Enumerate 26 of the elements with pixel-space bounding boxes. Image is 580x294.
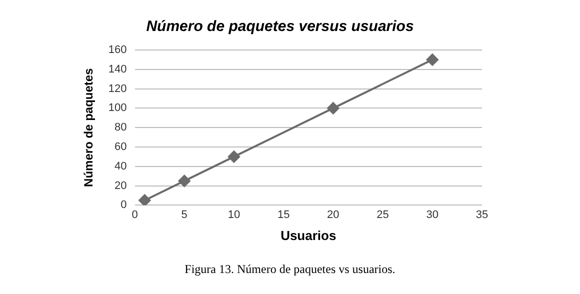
y-tick-label: 140 <box>108 63 127 76</box>
y-tick-label: 20 <box>114 180 127 192</box>
y-axis-title: Número de paquetes <box>82 68 96 187</box>
point <box>228 150 240 163</box>
x-tick-label: 35 <box>476 208 488 221</box>
y-tick-label: 100 <box>108 102 127 114</box>
chart-title: Número de paquetes versus usuarios <box>146 18 414 36</box>
y-tick-label: 160 <box>108 44 127 56</box>
x-axis-title: Usuarios <box>280 228 336 243</box>
x-tick-label: 0 <box>132 208 138 221</box>
x-tick-label: 25 <box>376 208 389 221</box>
text: Figura 13. Número de paquetes vs usuarios. <box>184 262 396 277</box>
y-tick-label: 120 <box>108 82 127 95</box>
point <box>138 194 151 206</box>
y-tick-label: 60 <box>114 141 127 154</box>
point <box>426 54 438 66</box>
point <box>178 174 190 187</box>
x-tick-label: 20 <box>327 208 340 221</box>
y-tick-label: 80 <box>114 122 127 134</box>
x-tick-label: 5 <box>181 208 188 221</box>
x-tick-label: 15 <box>277 208 290 221</box>
y-tick-label: 40 <box>114 160 127 172</box>
x-tick-label: 30 <box>426 208 439 221</box>
x-tick-label: 10 <box>228 208 240 221</box>
y-tick-label: 0 <box>120 199 127 212</box>
point <box>327 102 340 114</box>
